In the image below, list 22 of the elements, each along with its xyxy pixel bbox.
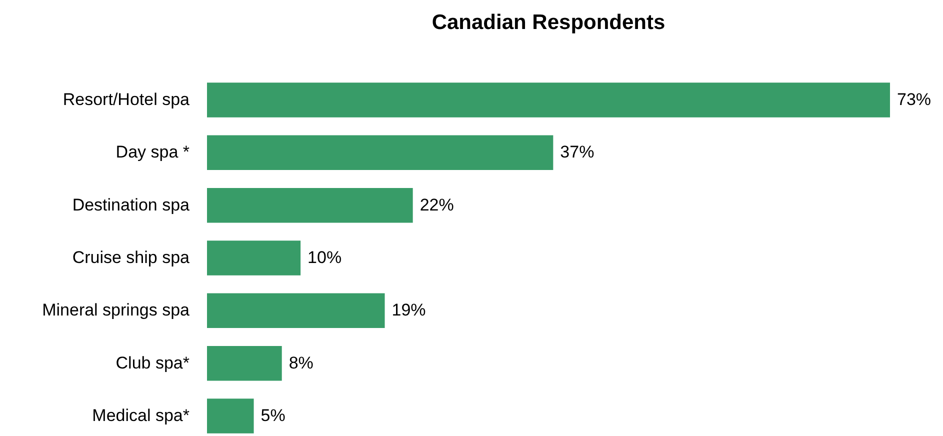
bar bbox=[207, 346, 282, 381]
data-label: 5% bbox=[260, 406, 286, 425]
bar bbox=[207, 240, 301, 276]
bar bbox=[207, 398, 254, 434]
y-tick-label: Resort/Hotel spa bbox=[62, 90, 190, 110]
y-tick-label: Club spa* bbox=[116, 353, 190, 372]
data-label: 73% bbox=[897, 90, 932, 110]
y-tick-label: Destination spa bbox=[72, 195, 190, 214]
chart-title: Canadian Respondents bbox=[432, 11, 666, 34]
data-label: 19% bbox=[392, 300, 426, 320]
bar bbox=[207, 293, 385, 328]
y-tick-label: Medical spa* bbox=[92, 406, 190, 425]
bar bbox=[207, 82, 890, 118]
data-label: 10% bbox=[308, 248, 342, 267]
data-label: 8% bbox=[288, 353, 314, 372]
bar bbox=[207, 188, 413, 223]
data-label: 37% bbox=[560, 142, 594, 162]
data-label: 22% bbox=[420, 195, 454, 214]
y-tick-label: Mineral springs spa bbox=[42, 300, 190, 320]
y-tick-label: Day spa * bbox=[116, 142, 190, 162]
bar bbox=[207, 135, 554, 170]
y-tick-label: Cruise ship spa bbox=[72, 248, 190, 267]
